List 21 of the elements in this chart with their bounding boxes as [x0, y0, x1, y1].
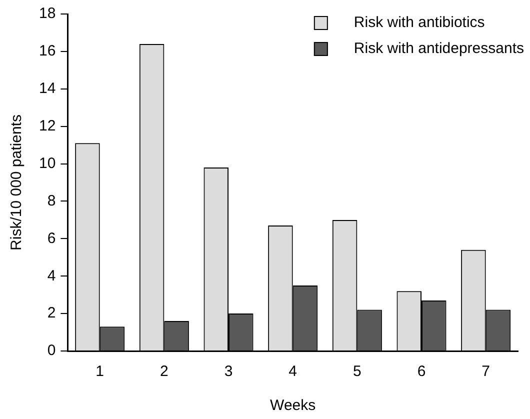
x-tick-label: 1	[96, 363, 104, 380]
y-tick-label: 12	[38, 117, 56, 134]
legend-label: Risk with antibiotics	[354, 14, 485, 32]
y-tick-label: 2	[47, 304, 56, 322]
y-tick-label: 6	[47, 230, 56, 247]
x-tick-label: 4	[288, 363, 298, 380]
y-tick-label: 4	[47, 267, 56, 284]
y-axis-title: Risk/10 000 patients	[8, 114, 26, 250]
legend-label: Risk with antidepressants	[354, 40, 524, 58]
x-tick-label: 2	[160, 363, 168, 380]
x-tick-label: 3	[224, 363, 233, 380]
x-tick-label: 6	[417, 363, 426, 380]
y-tick-label: 18	[38, 5, 56, 22]
y-tick-label: 16	[38, 42, 56, 60]
y-tick-label: 10	[38, 154, 56, 172]
x-axis-title: Weeks	[270, 397, 316, 414]
y-tick-label: 14	[38, 80, 56, 98]
x-tick-label: 7	[482, 363, 490, 380]
y-tick-label: 8	[47, 192, 56, 210]
x-tick-label: 5	[353, 363, 362, 380]
y-tick-label: 0	[47, 342, 56, 360]
